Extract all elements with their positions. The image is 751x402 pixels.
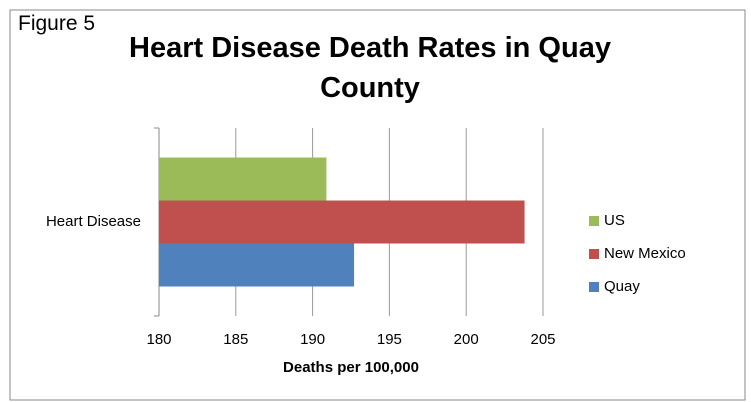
legend-label: New Mexico (604, 245, 686, 262)
figure-label: Figure 5 (14, 12, 100, 36)
x-tick-label: 180 (146, 331, 171, 348)
x-tick-label: 205 (530, 331, 555, 348)
legend-swatch (589, 282, 599, 292)
x-axis-label: Deaths per 100,000 (283, 359, 419, 376)
chart-title: Heart Disease Death Rates in Quay County (129, 32, 611, 104)
legend-label: Quay (604, 278, 640, 295)
y-tick-label: Heart Disease (46, 213, 141, 230)
x-tick-label: 195 (377, 331, 402, 348)
bar (159, 157, 327, 201)
bar (159, 200, 525, 244)
legend-swatch (589, 216, 599, 226)
x-tick-label: 200 (454, 331, 479, 348)
x-tick-label: 185 (223, 331, 248, 348)
legend-swatch (589, 249, 599, 259)
x-tick-label: 190 (300, 331, 325, 348)
legend-label: US (604, 212, 625, 229)
bar (159, 243, 355, 287)
